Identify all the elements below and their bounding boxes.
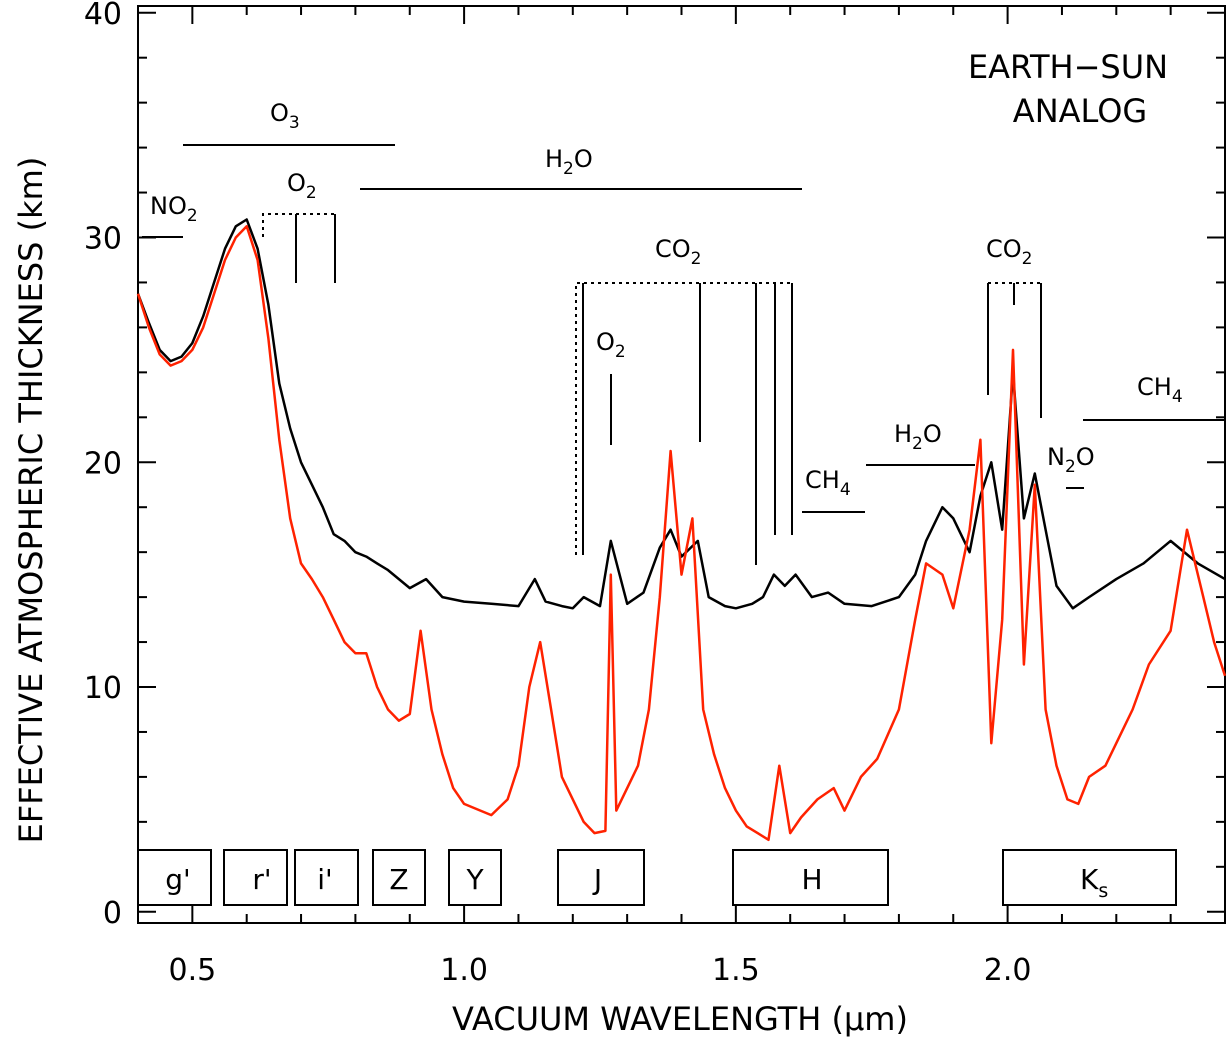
filter-box-ks bbox=[1002, 849, 1177, 906]
filter-box-g bbox=[137, 849, 212, 906]
filter-label-y: Y bbox=[465, 863, 484, 896]
filter-label-j: J bbox=[592, 863, 602, 896]
filter-box-z bbox=[372, 849, 426, 906]
y-tick-label: 30 bbox=[84, 221, 122, 256]
y-tick-label: 40 bbox=[84, 0, 122, 32]
filter-box-i bbox=[294, 849, 359, 906]
corner-label-line2: ANALOG bbox=[1013, 92, 1147, 130]
x-tick-label: 1.5 bbox=[712, 953, 760, 988]
molecule-labels: NO2 O3 O2 H2O CO2 O2 CH4 H2O CO2 N2O CH4 bbox=[150, 99, 1183, 500]
filter-label-z: Z bbox=[389, 863, 408, 896]
y-tick-label: 20 bbox=[84, 446, 122, 481]
filter-box-y bbox=[448, 849, 502, 906]
filter-box-r bbox=[223, 849, 288, 906]
filter-label-i: i' bbox=[317, 863, 332, 896]
corner-label-line1: EARTH−SUN bbox=[968, 48, 1168, 86]
series-layer bbox=[136, 218, 1226, 842]
co2-label-2: CO2 bbox=[986, 235, 1032, 269]
o2-bracket-1 bbox=[262, 213, 335, 237]
filter-label-g: g' bbox=[165, 863, 190, 896]
filter-label-h: H bbox=[801, 863, 822, 896]
band-markers bbox=[142, 144, 1225, 565]
filter-bands: g' r' i' Z Y J H Ks bbox=[137, 849, 1177, 906]
h2o-label-1: H2O bbox=[545, 145, 593, 179]
o2-label-2: O2 bbox=[596, 328, 626, 362]
series-line-2 bbox=[136, 225, 1226, 842]
ch4-label-1: CH4 bbox=[805, 466, 851, 500]
n2o-label: N2O bbox=[1047, 443, 1095, 477]
filter-label-ks: Ks bbox=[1080, 863, 1108, 902]
x-tick-label: 1.0 bbox=[440, 953, 488, 988]
y-axis-title: EFFECTIVE ATMOSPHERIC THICKNESS (km) bbox=[12, 157, 50, 844]
h2o-label-2: H2O bbox=[894, 420, 942, 454]
x-axis-title: VACUUM WAVELENGTH (μm) bbox=[452, 1000, 908, 1038]
co2-bracket-1 bbox=[575, 282, 792, 555]
no2-label: NO2 bbox=[150, 192, 198, 226]
y-tick-label: 0 bbox=[103, 896, 122, 931]
x-tick-label: 0.5 bbox=[168, 953, 216, 988]
filter-box-h bbox=[732, 849, 889, 906]
x-tick-label: 2.0 bbox=[984, 953, 1032, 988]
filter-box-j bbox=[557, 849, 645, 906]
series-line-1 bbox=[136, 218, 1226, 610]
tick-layer: 0.5 1.0 1.5 2.0 0 10 20 30 40 bbox=[84, 0, 1226, 988]
co2-label-1: CO2 bbox=[655, 235, 701, 269]
o2-label-1: O2 bbox=[287, 169, 317, 203]
filter-label-r: r' bbox=[252, 863, 271, 896]
o3-label: O3 bbox=[270, 99, 300, 133]
ch4-label-2: CH4 bbox=[1137, 373, 1183, 407]
y-tick-label: 10 bbox=[84, 671, 122, 706]
